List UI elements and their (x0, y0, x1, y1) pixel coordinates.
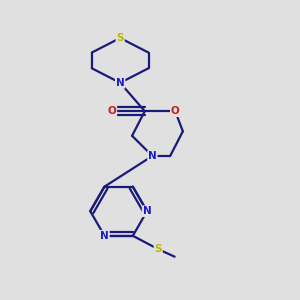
Text: N: N (116, 78, 124, 88)
Text: O: O (171, 106, 180, 116)
Text: N: N (148, 151, 157, 161)
Text: S: S (154, 244, 162, 254)
Text: N: N (142, 206, 152, 216)
Text: N: N (100, 231, 109, 241)
Text: S: S (116, 33, 124, 43)
Text: O: O (108, 106, 116, 116)
